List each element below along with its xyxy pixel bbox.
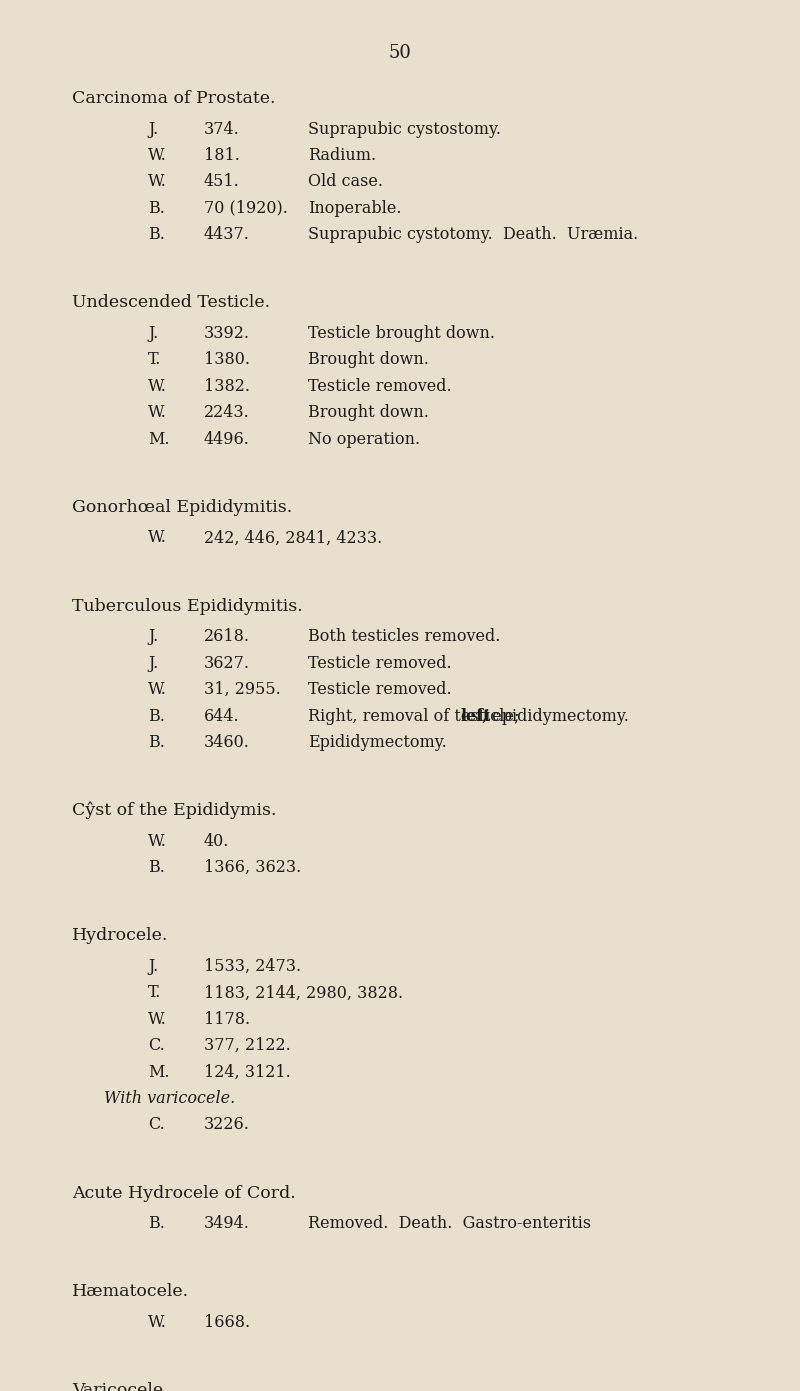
Text: 2243.: 2243.	[204, 405, 250, 421]
Text: 3627.: 3627.	[204, 655, 250, 672]
Text: W.: W.	[148, 1011, 167, 1028]
Text: 50: 50	[389, 45, 411, 63]
Text: 1380.: 1380.	[204, 352, 250, 369]
Text: W.: W.	[148, 682, 167, 698]
Text: 1178.: 1178.	[204, 1011, 250, 1028]
Text: Varicocele.: Varicocele.	[72, 1383, 169, 1391]
Text: 3392.: 3392.	[204, 325, 250, 342]
Text: 4437.: 4437.	[204, 227, 250, 243]
Text: W.: W.	[148, 378, 167, 395]
Text: B.: B.	[148, 860, 165, 876]
Text: J.: J.	[148, 655, 158, 672]
Text: T.: T.	[148, 985, 162, 1002]
Text: Gonorhœal Epididymitis.: Gonorhœal Epididymitis.	[72, 499, 292, 516]
Text: 3226.: 3226.	[204, 1117, 250, 1134]
Text: Brought down.: Brought down.	[308, 352, 429, 369]
Text: Inoperable.: Inoperable.	[308, 200, 402, 217]
Text: 124, 3121.: 124, 3121.	[204, 1064, 290, 1081]
Text: T.: T.	[148, 352, 162, 369]
Text: Testicle brought down.: Testicle brought down.	[308, 325, 495, 342]
Text: Old case.: Old case.	[308, 174, 383, 191]
Text: Acute Hydrocele of Cord.: Acute Hydrocele of Cord.	[72, 1185, 296, 1202]
Text: C.: C.	[148, 1038, 165, 1054]
Text: W.: W.	[148, 1314, 167, 1331]
Text: 1668.: 1668.	[204, 1314, 250, 1331]
Text: 40.: 40.	[204, 833, 230, 850]
Text: Both testicles removed.: Both testicles removed.	[308, 629, 500, 645]
Text: J.: J.	[148, 958, 158, 975]
Text: 70 (1920).: 70 (1920).	[204, 200, 288, 217]
Text: Undescended Testicle.: Undescended Testicle.	[72, 295, 270, 312]
Text: With varicocele.: With varicocele.	[104, 1091, 235, 1107]
Text: J.: J.	[148, 629, 158, 645]
Text: 377, 2122.: 377, 2122.	[204, 1038, 290, 1054]
Text: B.: B.	[148, 200, 165, 217]
Text: 242, 446, 2841, 4233.: 242, 446, 2841, 4233.	[204, 530, 382, 547]
Text: M.: M.	[148, 431, 170, 448]
Text: 2618.: 2618.	[204, 629, 250, 645]
Text: Radium.: Radium.	[308, 147, 376, 164]
Text: Suprapubic cystotomy.  Death.  Uræmia.: Suprapubic cystotomy. Death. Uræmia.	[308, 227, 638, 243]
Text: W.: W.	[148, 405, 167, 421]
Text: W.: W.	[148, 530, 167, 547]
Text: left: left	[460, 708, 490, 725]
Text: J.: J.	[148, 325, 158, 342]
Text: Brought down.: Brought down.	[308, 405, 429, 421]
Text: W.: W.	[148, 174, 167, 191]
Text: B.: B.	[148, 227, 165, 243]
Text: Testicle removed.: Testicle removed.	[308, 655, 452, 672]
Text: 1366, 3623.: 1366, 3623.	[204, 860, 302, 876]
Text: 644.: 644.	[204, 708, 240, 725]
Text: B.: B.	[148, 734, 165, 751]
Text: J.: J.	[148, 121, 158, 138]
Text: Hydrocele.: Hydrocele.	[72, 928, 168, 944]
Text: 1183, 2144, 2980, 3828.: 1183, 2144, 2980, 3828.	[204, 985, 403, 1002]
Text: 3494.: 3494.	[204, 1216, 250, 1232]
Text: Cŷst of the Epididymis.: Cŷst of the Epididymis.	[72, 801, 277, 819]
Text: Removed.  Death.  Gastro-enteritis: Removed. Death. Gastro-enteritis	[308, 1216, 591, 1232]
Text: 3460.: 3460.	[204, 734, 250, 751]
Text: B.: B.	[148, 1216, 165, 1232]
Text: M.: M.	[148, 1064, 170, 1081]
Text: Right, removal of testicle;: Right, removal of testicle;	[308, 708, 525, 725]
Text: W.: W.	[148, 833, 167, 850]
Text: 451.: 451.	[204, 174, 240, 191]
Text: Carcinoma of Prostate.: Carcinoma of Prostate.	[72, 90, 275, 107]
Text: C.: C.	[148, 1117, 165, 1134]
Text: Testicle removed.: Testicle removed.	[308, 378, 452, 395]
Text: Epididymectomy.: Epididymectomy.	[308, 734, 446, 751]
Text: 1533, 2473.: 1533, 2473.	[204, 958, 301, 975]
Text: Tuberculous Epididymitis.: Tuberculous Epididymitis.	[72, 598, 302, 615]
Text: Hæmatocele.: Hæmatocele.	[72, 1284, 189, 1301]
Text: Testicle removed.: Testicle removed.	[308, 682, 452, 698]
Text: , epididymectomy.: , epididymectomy.	[482, 708, 629, 725]
Text: 374.: 374.	[204, 121, 240, 138]
Text: 31, 2955.: 31, 2955.	[204, 682, 281, 698]
Text: 1382.: 1382.	[204, 378, 250, 395]
Text: B.: B.	[148, 708, 165, 725]
Text: Suprapubic cystostomy.: Suprapubic cystostomy.	[308, 121, 501, 138]
Text: W.: W.	[148, 147, 167, 164]
Text: No operation.: No operation.	[308, 431, 420, 448]
Text: 4496.: 4496.	[204, 431, 250, 448]
Text: 181.: 181.	[204, 147, 240, 164]
